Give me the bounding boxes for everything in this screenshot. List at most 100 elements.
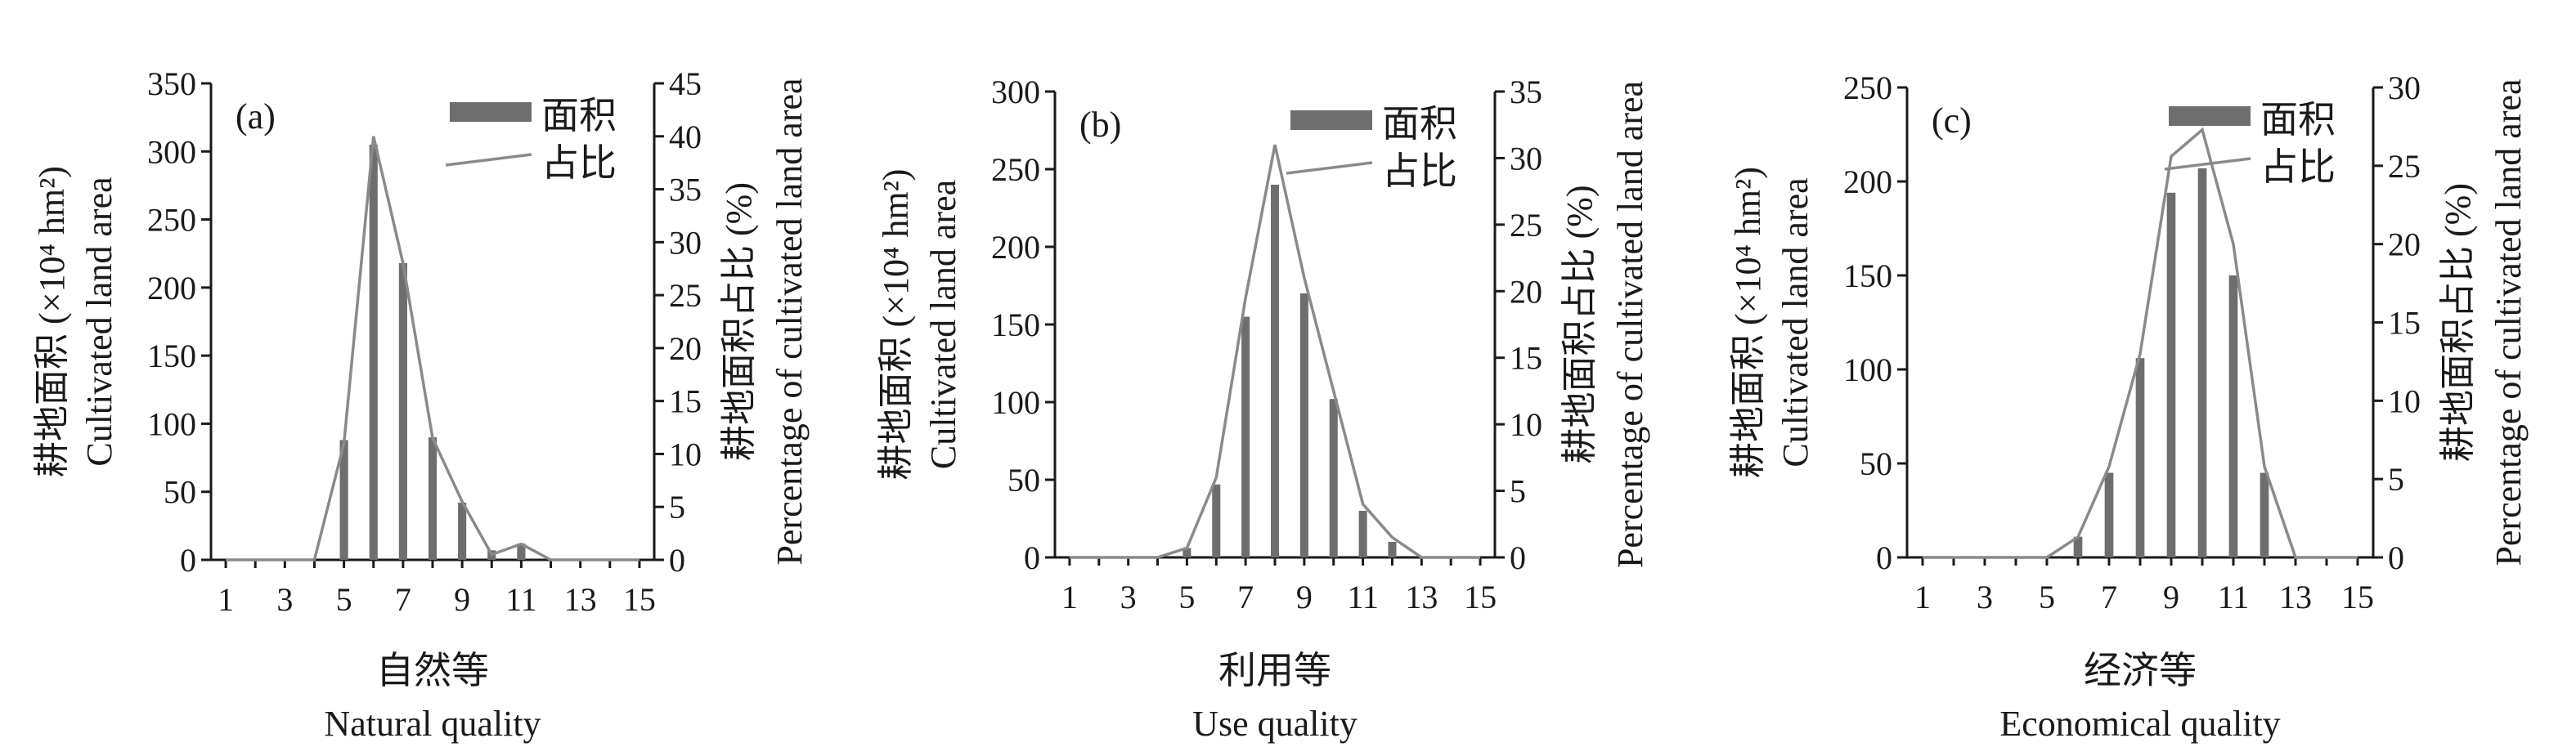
x-tick-label: 5	[336, 581, 352, 618]
bar-area-10	[2197, 168, 2207, 557]
right-y-tick-label: 20	[1510, 273, 1542, 310]
series-line-percentage	[1923, 127, 2358, 559]
right-y-tick-label: 45	[669, 65, 702, 102]
x-tick-label: 9	[1296, 579, 1313, 615]
x-tick-label: 5	[1178, 579, 1195, 615]
right-y-axis-title-en: Percentage of cultivated land area	[1610, 81, 1650, 568]
left-y-axis-title-en: Cultivated land area	[1775, 177, 1815, 467]
right-y-tick-label: 5	[669, 489, 685, 526]
x-tick-label: 3	[276, 581, 293, 618]
x-tick-label: 13	[2279, 579, 2312, 615]
left-y-tick-label: 0	[180, 542, 196, 579]
bar-area-7	[398, 262, 407, 560]
left-y-tick-label: 100	[147, 405, 196, 442]
legend-label-area: 面积	[1382, 103, 1457, 145]
left-y-tick-label: 200	[991, 229, 1040, 266]
x-tick-label: 15	[623, 581, 656, 618]
left-y-axis-title-cn: 耕地面积 (×10⁴ hm²)	[1728, 167, 1768, 478]
right-y-tick-label: 40	[669, 119, 702, 155]
x-tick-label: 1	[1914, 579, 1931, 615]
x-tick-label: 9	[454, 581, 470, 618]
right-y-axis-title-en: Percentage of cultivated land area	[770, 78, 810, 565]
right-y-axis-title-cn: 耕地面积占比 (%)	[2438, 183, 2478, 462]
x-tick-label: 3	[1120, 579, 1137, 615]
x-tick-label: 1	[218, 581, 234, 618]
right-y-axis-title-en: Percentage of cultivated land area	[2488, 78, 2529, 566]
x-tick-label: 9	[2163, 579, 2179, 615]
bar-area-7	[2104, 472, 2114, 557]
x-axis-title-cn: 经济等	[2084, 650, 2197, 691]
bar-area-12	[2260, 472, 2269, 557]
left-y-tick-label: 250	[991, 151, 1040, 188]
x-tick-label: 13	[1405, 579, 1438, 615]
legend-label-area: 面积	[541, 95, 617, 136]
right-y-tick-label: 15	[669, 383, 702, 420]
bar-area-11	[2228, 275, 2238, 557]
x-tick-label: 15	[1464, 579, 1497, 615]
x-axis-title-cn: 利用等	[1218, 650, 1331, 691]
right-y-tick-label: 5	[2388, 461, 2404, 498]
chart-panel-1: 0501001502002503003500510152025303540451…	[32, 65, 810, 744]
x-axis-title-en: Economical quality	[1999, 704, 2280, 744]
left-y-tick-label: 50	[1008, 462, 1040, 499]
left-y-tick-label: 250	[1843, 69, 1892, 106]
right-y-tick-label: 15	[1510, 340, 1542, 377]
right-y-tick-label: 0	[2388, 539, 2404, 576]
panel-label: (c)	[1932, 101, 1972, 141]
x-tick-label: 1	[1061, 579, 1078, 615]
legend-swatch-line	[1286, 161, 1373, 175]
left-y-tick-label: 50	[164, 474, 196, 511]
panel-label: (b)	[1079, 105, 1121, 145]
bar-area-6	[369, 144, 378, 560]
left-y-tick-label: 200	[1843, 163, 1892, 200]
x-tick-label: 7	[395, 581, 411, 618]
left-y-axis-title-cn: 耕地面积 (×10⁴ hm²)	[876, 169, 916, 481]
right-y-tick-label: 20	[2388, 226, 2421, 263]
left-y-tick-label: 150	[991, 306, 1040, 343]
right-y-tick-label: 25	[669, 277, 702, 314]
x-tick-label: 11	[1347, 579, 1379, 615]
legend-label-percentage: 占比	[2260, 146, 2336, 188]
legend-swatch-line	[2164, 157, 2251, 171]
x-tick-label: 11	[505, 581, 537, 618]
left-y-axis-title-cn: 耕地面积 (×10⁴ hm²)	[32, 166, 72, 477]
right-y-tick-label: 5	[1510, 473, 1526, 510]
legend-swatch-bar	[1290, 110, 1372, 130]
right-y-tick-label: 15	[2388, 305, 2421, 342]
x-axis-title-en: Use quality	[1192, 704, 1358, 744]
x-tick-label: 11	[2218, 579, 2250, 615]
left-y-axis-title-en: Cultivated land area	[923, 180, 963, 469]
bar-area-9	[1299, 293, 1308, 557]
panel-label: (a)	[236, 96, 276, 136]
bar-area-12	[1388, 542, 1397, 557]
right-y-tick-label: 0	[1510, 539, 1526, 576]
x-tick-label: 15	[2341, 579, 2374, 615]
legend-label-percentage: 占比	[1382, 150, 1457, 192]
right-y-tick-label: 10	[669, 436, 702, 472]
left-y-tick-label: 200	[147, 270, 196, 306]
right-y-tick-label: 0	[669, 542, 685, 579]
bar-area-7	[1241, 316, 1250, 557]
bar-area-6	[2073, 536, 2083, 557]
left-y-tick-label: 100	[1843, 351, 1892, 388]
right-y-tick-label: 35	[1510, 74, 1542, 110]
right-y-tick-label: 25	[1510, 207, 1542, 244]
right-y-tick-label: 30	[2388, 69, 2421, 106]
bar-area-9	[2166, 192, 2176, 558]
right-y-axis-title-cn: 耕地面积占比 (%)	[1560, 186, 1600, 464]
x-tick-label: 5	[2039, 579, 2055, 615]
left-y-tick-label: 0	[1024, 539, 1040, 576]
left-y-axis-title-en: Cultivated land area	[79, 177, 119, 466]
legend-swatch-bar	[2169, 106, 2251, 126]
left-y-tick-label: 150	[147, 338, 196, 374]
left-y-tick-label: 0	[1876, 539, 1892, 576]
bar-area-5	[339, 440, 348, 560]
bar-area-10	[1329, 399, 1338, 557]
x-tick-label: 3	[1977, 579, 1993, 615]
legend-swatch-bar	[450, 102, 532, 122]
right-y-tick-label: 30	[669, 224, 702, 261]
left-y-tick-label: 350	[147, 65, 196, 102]
x-tick-label: 13	[564, 581, 597, 618]
